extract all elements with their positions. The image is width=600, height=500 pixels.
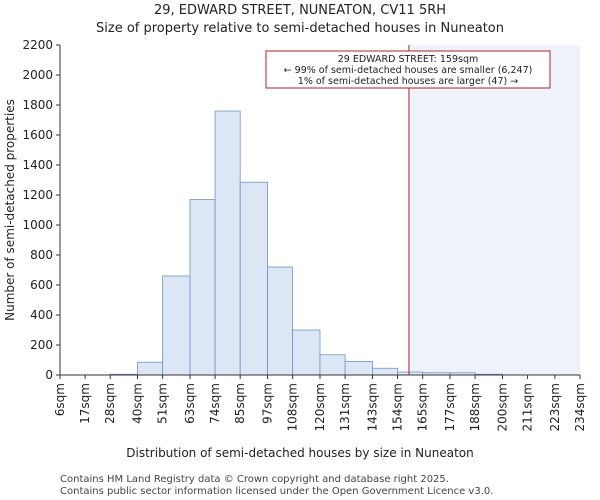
- x-tick-label: 28sqm: [103, 383, 117, 424]
- y-tick-label: 2200: [22, 38, 53, 52]
- bar: [372, 367, 398, 376]
- y-tick-label: 1200: [22, 188, 53, 202]
- x-tick-label: 85sqm: [233, 383, 247, 424]
- bar-series: [109, 110, 503, 376]
- bar: [162, 275, 191, 376]
- x-tick-label: 200sqm: [495, 383, 509, 431]
- x-tick-label: 6sqm: [53, 383, 67, 416]
- bar: [137, 361, 164, 376]
- x-tick-label: 188sqm: [468, 383, 482, 431]
- y-tick-label: 0: [45, 368, 53, 382]
- x-tick-label: 63sqm: [183, 383, 197, 424]
- bar: [267, 266, 294, 376]
- x-tick-label: 108sqm: [286, 383, 300, 431]
- annotation-frame: [265, 50, 551, 89]
- x-tick-label: 97sqm: [261, 383, 275, 424]
- x-tick-label: 51sqm: [156, 383, 170, 424]
- x-tick-label: 177sqm: [443, 383, 457, 431]
- bar: [344, 361, 373, 376]
- y-tick-label: 600: [30, 278, 53, 292]
- x-tick-label: 165sqm: [416, 383, 430, 431]
- y-tick-label: 800: [30, 248, 53, 262]
- y-tick-label: 1400: [22, 158, 53, 172]
- y-tick-label: 400: [30, 308, 53, 322]
- bar: [214, 110, 241, 376]
- footer-copyright: Contains HM Land Registry data © Crown c…: [60, 474, 449, 485]
- x-tick-label: 74sqm: [208, 383, 222, 424]
- x-axis-label: Distribution of semi-detached houses by …: [126, 446, 473, 460]
- x-tick-label: 131sqm: [338, 383, 352, 431]
- bar: [292, 329, 321, 376]
- x-tick-label: 17sqm: [78, 383, 92, 424]
- larger-properties-region: [408, 45, 580, 375]
- annotation-line: 1% of semi-detached houses are larger (4…: [298, 76, 518, 87]
- x-tick-label: 143sqm: [365, 383, 379, 431]
- x-tick-label: 154sqm: [391, 383, 405, 431]
- x-tick-label: 120sqm: [313, 383, 327, 431]
- chart-title: 29, EDWARD STREET, NUNEATON, CV11 5RH: [154, 3, 446, 18]
- bar: [239, 181, 268, 376]
- x-axis: 6sqm 17sqm 28sqm 40sqm 51sqm 63sqm 74sqm 85sqm 9…: [53, 374, 587, 431]
- bar: [189, 199, 216, 376]
- annotation-line: 29 EDWARD STREET: 159sqm: [338, 54, 479, 65]
- y-tick-label: 1600: [22, 128, 53, 142]
- y-tick-label: 1800: [22, 98, 53, 112]
- y-tick-label: 200: [30, 338, 53, 352]
- x-tick-label: 234sqm: [573, 383, 587, 431]
- annotation-box: 29 EDWARD STREET: 159sqm← 99% of semi-de…: [265, 50, 551, 89]
- y-axis: 0 200 400 600 800 1000 1200 1400 1600 1800 2000 220…: [22, 38, 61, 382]
- bar: [319, 354, 346, 376]
- x-tick-label: 223sqm: [548, 383, 562, 431]
- annotation-line: ← 99% of semi-detached houses are smalle…: [284, 65, 533, 76]
- y-axis-label: Number of semi-detached properties: [3, 99, 17, 321]
- x-tick-label: 40sqm: [131, 383, 145, 424]
- y-tick-label: 1000: [22, 218, 53, 232]
- y-tick-label: 2000: [22, 68, 53, 82]
- x-tick-label: 211sqm: [521, 383, 535, 431]
- footer-licence: Contains public sector information licen…: [60, 486, 494, 497]
- chart-subtitle: Size of property relative to semi-detach…: [96, 21, 504, 36]
